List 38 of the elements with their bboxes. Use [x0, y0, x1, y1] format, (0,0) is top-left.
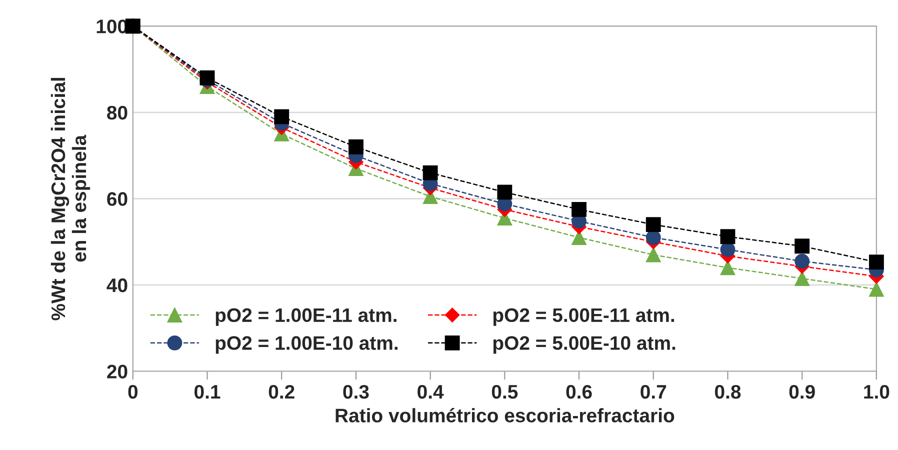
x-tick-label: 0.1	[194, 384, 220, 399]
x-tick-label: 0.9	[789, 384, 815, 399]
point	[572, 202, 586, 217]
y-axis-title: %Wt de la MgCr2O4 inicial en la espinela	[50, 78, 90, 320]
y-tick-label: 40	[106, 278, 128, 292]
legend-label: pO2 = 5.00E-10 atm.	[493, 336, 676, 354]
y-tick-label: 20	[107, 364, 128, 378]
x-axis-title: Ratio volumétrico escoria-refractario	[336, 408, 674, 422]
point	[720, 260, 736, 276]
point	[348, 139, 364, 154]
x-tick-label: 0.6	[566, 384, 592, 399]
x-tick-label: 0.5	[492, 384, 518, 399]
x-tick-label: 1.0	[864, 384, 890, 399]
point	[646, 230, 661, 245]
legend-label: pO2 = 1.00E-10 atm.	[216, 336, 398, 354]
point	[868, 282, 884, 297]
x-tick-label: 0	[128, 384, 138, 399]
point	[794, 254, 810, 269]
point	[720, 229, 736, 244]
legend-label: pO2 = 5.00E-11 atm.	[493, 308, 674, 326]
point	[646, 247, 661, 262]
legend-label: pO2 = 1.00E-11 atm.	[216, 308, 396, 326]
point	[422, 165, 438, 180]
x-tick-label: 0.8	[714, 384, 741, 399]
y-tick-label: 60	[107, 192, 128, 206]
point	[274, 109, 290, 124]
point	[646, 217, 661, 232]
point	[794, 238, 810, 254]
point	[720, 242, 736, 258]
point	[794, 271, 810, 286]
x-tick-label: 0.7	[640, 384, 666, 399]
point	[868, 254, 884, 270]
x-tick-label: 0.4	[418, 384, 444, 399]
x-tick-label: 0.3	[343, 384, 369, 399]
x-tick-label: 0.2	[268, 384, 294, 399]
point	[497, 184, 512, 200]
point	[200, 70, 215, 86]
y-tick-label: 80	[107, 106, 128, 120]
